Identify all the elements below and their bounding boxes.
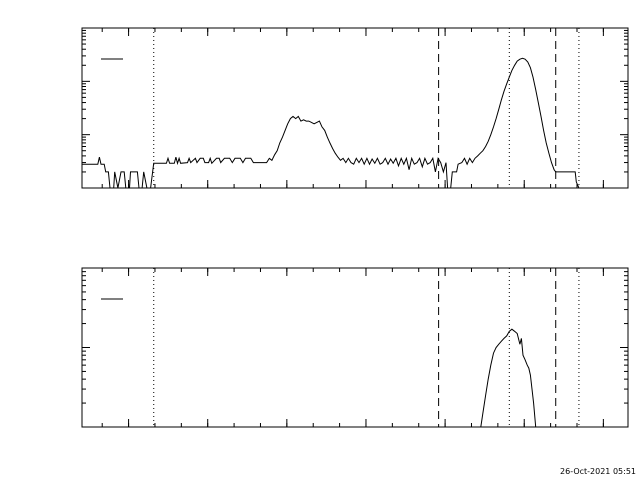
series-line (480, 328, 537, 428)
plot-frame (81, 267, 629, 428)
series-line (82, 57, 584, 189)
lo-channel-panel (81, 27, 629, 189)
footer-timestamp: 26-Oct-2021 05:51 (560, 467, 636, 476)
hi-channel-panel (81, 267, 629, 428)
plot-frame (81, 27, 629, 189)
